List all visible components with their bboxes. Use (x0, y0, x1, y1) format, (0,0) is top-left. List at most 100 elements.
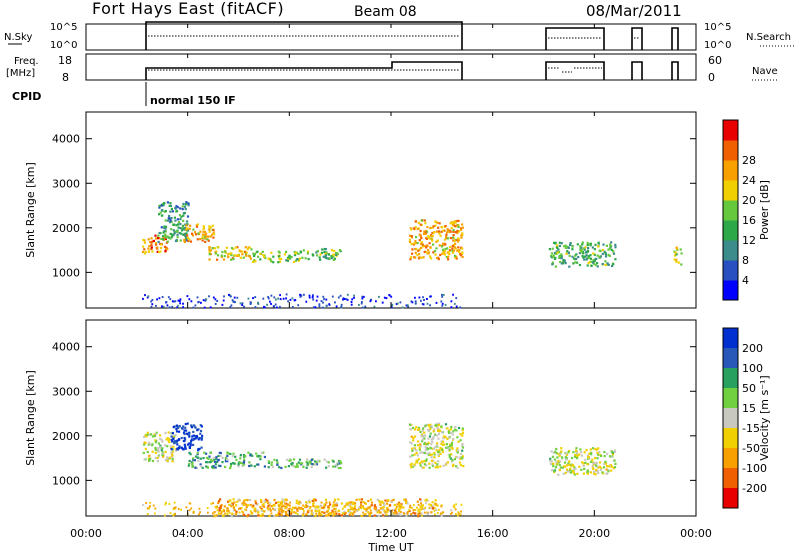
power-cell (452, 293, 454, 296)
velocity-cell (575, 452, 578, 455)
velocity-cell (154, 441, 157, 444)
velocity-cell (206, 456, 209, 459)
power-cell (252, 297, 254, 300)
velocity-cell (598, 461, 602, 464)
velocity-cell (591, 447, 595, 450)
velocity-cell (335, 502, 338, 505)
velocity-cell (347, 501, 350, 505)
power-cell (597, 241, 600, 244)
velocity-cell (313, 499, 316, 502)
power-cell (457, 219, 460, 222)
velocity-cell (575, 447, 578, 450)
velocity-cell (221, 461, 224, 464)
velocity-cell (449, 428, 452, 431)
power-cell (285, 250, 288, 253)
velocity-cell (367, 499, 370, 503)
power-cell (270, 251, 273, 254)
velocity-cell (328, 501, 331, 504)
power-cell (610, 244, 613, 248)
velocity-cell (435, 424, 438, 427)
velocity-cell (351, 512, 354, 515)
velocity-cell (206, 507, 209, 509)
velocity-cell (419, 502, 423, 505)
velocity-cell (458, 456, 461, 459)
velocity-cell (155, 431, 158, 434)
velocity-cell (192, 443, 195, 446)
velocity-cell (563, 461, 567, 464)
power-cell (179, 218, 182, 221)
velocity-cell (243, 458, 246, 461)
power-cell (308, 294, 311, 297)
power-cell (459, 228, 463, 231)
power-cell (211, 224, 214, 227)
velocity-cell (428, 466, 431, 469)
velocity-cell (275, 514, 278, 517)
velocity-cell (448, 448, 451, 451)
power-cell (448, 253, 451, 256)
velocity-cell (582, 462, 585, 465)
power-cell (183, 205, 187, 208)
power-cell (607, 253, 610, 257)
velocity-cell (348, 511, 351, 514)
velocity-cell (226, 460, 229, 463)
velocity-cell (412, 504, 415, 507)
power-cell (177, 304, 179, 307)
power-cell (330, 257, 334, 260)
power-cell (361, 301, 363, 303)
velocity-cell (433, 506, 436, 509)
power-cell (614, 258, 617, 261)
velocity-cell (166, 437, 169, 440)
power-cell (318, 305, 321, 308)
power-cell (314, 306, 317, 309)
velocity-cell (205, 465, 208, 468)
velocity-cell (437, 437, 440, 440)
power-cell (555, 252, 558, 255)
power-cell (187, 204, 190, 207)
power-cell (225, 246, 228, 249)
power-cell (220, 255, 223, 258)
velocity-cell (188, 435, 191, 438)
velocity-cell (455, 513, 457, 516)
velocity-cell (424, 424, 427, 427)
velocity-y-tick-label: 3000 (52, 385, 80, 398)
velocity-cell (347, 508, 350, 511)
velocity-cell (574, 455, 577, 458)
velocity-cell (248, 464, 251, 468)
power-cell (163, 202, 166, 205)
velocity-cell (145, 435, 148, 438)
velocity-cell (598, 465, 601, 468)
velocity-colorbar-swatch (723, 348, 738, 369)
velocity-cell (189, 453, 192, 456)
velocity-cell (566, 470, 569, 473)
power-cell (346, 298, 349, 301)
power-cell (410, 300, 413, 303)
power-cell (211, 247, 214, 250)
velocity-cell (415, 459, 418, 462)
velocity-cell (335, 507, 337, 510)
velocity-cell (348, 504, 351, 507)
power-cell (422, 232, 426, 235)
velocity-cell (146, 431, 149, 434)
power-cell (279, 298, 282, 301)
velocity-cell (230, 503, 233, 506)
velocity-cell (255, 463, 259, 466)
velocity-cell (231, 504, 235, 507)
velocity-cell (438, 449, 441, 452)
power-cell (204, 236, 207, 239)
power-cell (419, 242, 423, 245)
power-cell (177, 221, 181, 224)
power-cell (414, 220, 417, 223)
velocity-cell (461, 457, 464, 460)
velocity-cell (392, 512, 395, 516)
velocity-cell (325, 501, 328, 504)
power-cell (230, 295, 232, 298)
velocity-cell (455, 449, 458, 452)
velocity-cell (379, 507, 382, 510)
power-colorbar-label: Power [dB] (758, 180, 771, 240)
power-cell (241, 250, 244, 253)
velocity-cell (596, 469, 599, 472)
velocity-cell (307, 509, 310, 512)
velocity-cell (175, 430, 179, 433)
velocity-cell (391, 509, 394, 512)
velocity-cell (276, 461, 279, 464)
